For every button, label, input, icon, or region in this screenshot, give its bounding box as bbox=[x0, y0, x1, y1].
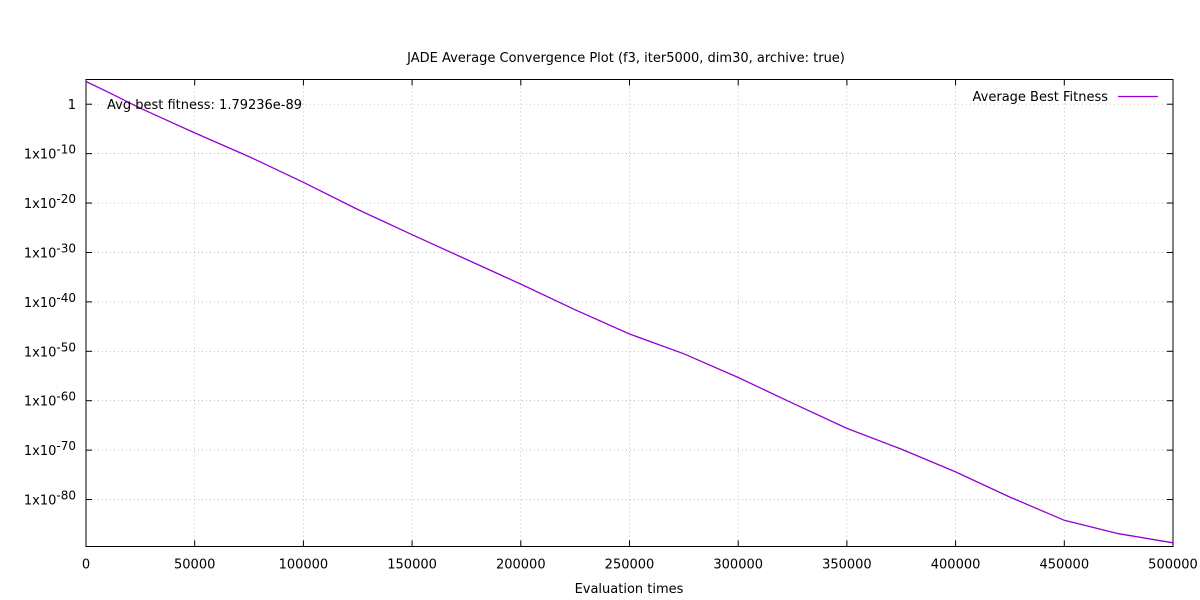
x-axis-label: Evaluation times bbox=[575, 582, 684, 597]
plot-frame bbox=[85, 79, 1174, 547]
grid bbox=[86, 79, 1173, 547]
y-tick-label: 1x10-50 bbox=[24, 340, 76, 360]
y-tick-label: 1x10-10 bbox=[24, 143, 76, 163]
y-tick-label: 1x10-60 bbox=[24, 390, 76, 410]
x-tick-label: 400000 bbox=[931, 558, 981, 573]
chart-title: JADE Average Convergence Plot (f3, iter5… bbox=[406, 51, 845, 66]
x-tick-label: 200000 bbox=[496, 558, 546, 573]
x-tick-label: 0 bbox=[82, 558, 90, 573]
x-tick-label: 100000 bbox=[279, 558, 329, 573]
legend-label: Average Best Fitness bbox=[973, 90, 1109, 105]
x-tick-label: 500000 bbox=[1148, 558, 1198, 573]
series-layer bbox=[85, 80, 1174, 544]
y-tick-label: 1x10-80 bbox=[24, 489, 76, 509]
y-tick-label: 1 bbox=[68, 98, 76, 113]
avg-best-fitness-annotation: Avg best fitness: 1.79236e-89 bbox=[107, 98, 302, 113]
y-tick-label: 1x10-30 bbox=[24, 241, 76, 261]
x-tick-label: 150000 bbox=[387, 558, 437, 573]
series-line bbox=[85, 80, 1174, 544]
x-tick-label: 50000 bbox=[174, 558, 215, 573]
x-tick-label: 350000 bbox=[822, 558, 872, 573]
y-tick-label: 1x10-40 bbox=[24, 291, 76, 311]
y-tick-label: 1x10-70 bbox=[24, 439, 76, 459]
legend: Average Best Fitness bbox=[973, 90, 1158, 105]
y-tick-label: 1x10-20 bbox=[24, 192, 76, 212]
x-tick-label: 250000 bbox=[605, 558, 655, 573]
x-tick-label: 300000 bbox=[713, 558, 763, 573]
x-tick-label: 450000 bbox=[1039, 558, 1089, 573]
